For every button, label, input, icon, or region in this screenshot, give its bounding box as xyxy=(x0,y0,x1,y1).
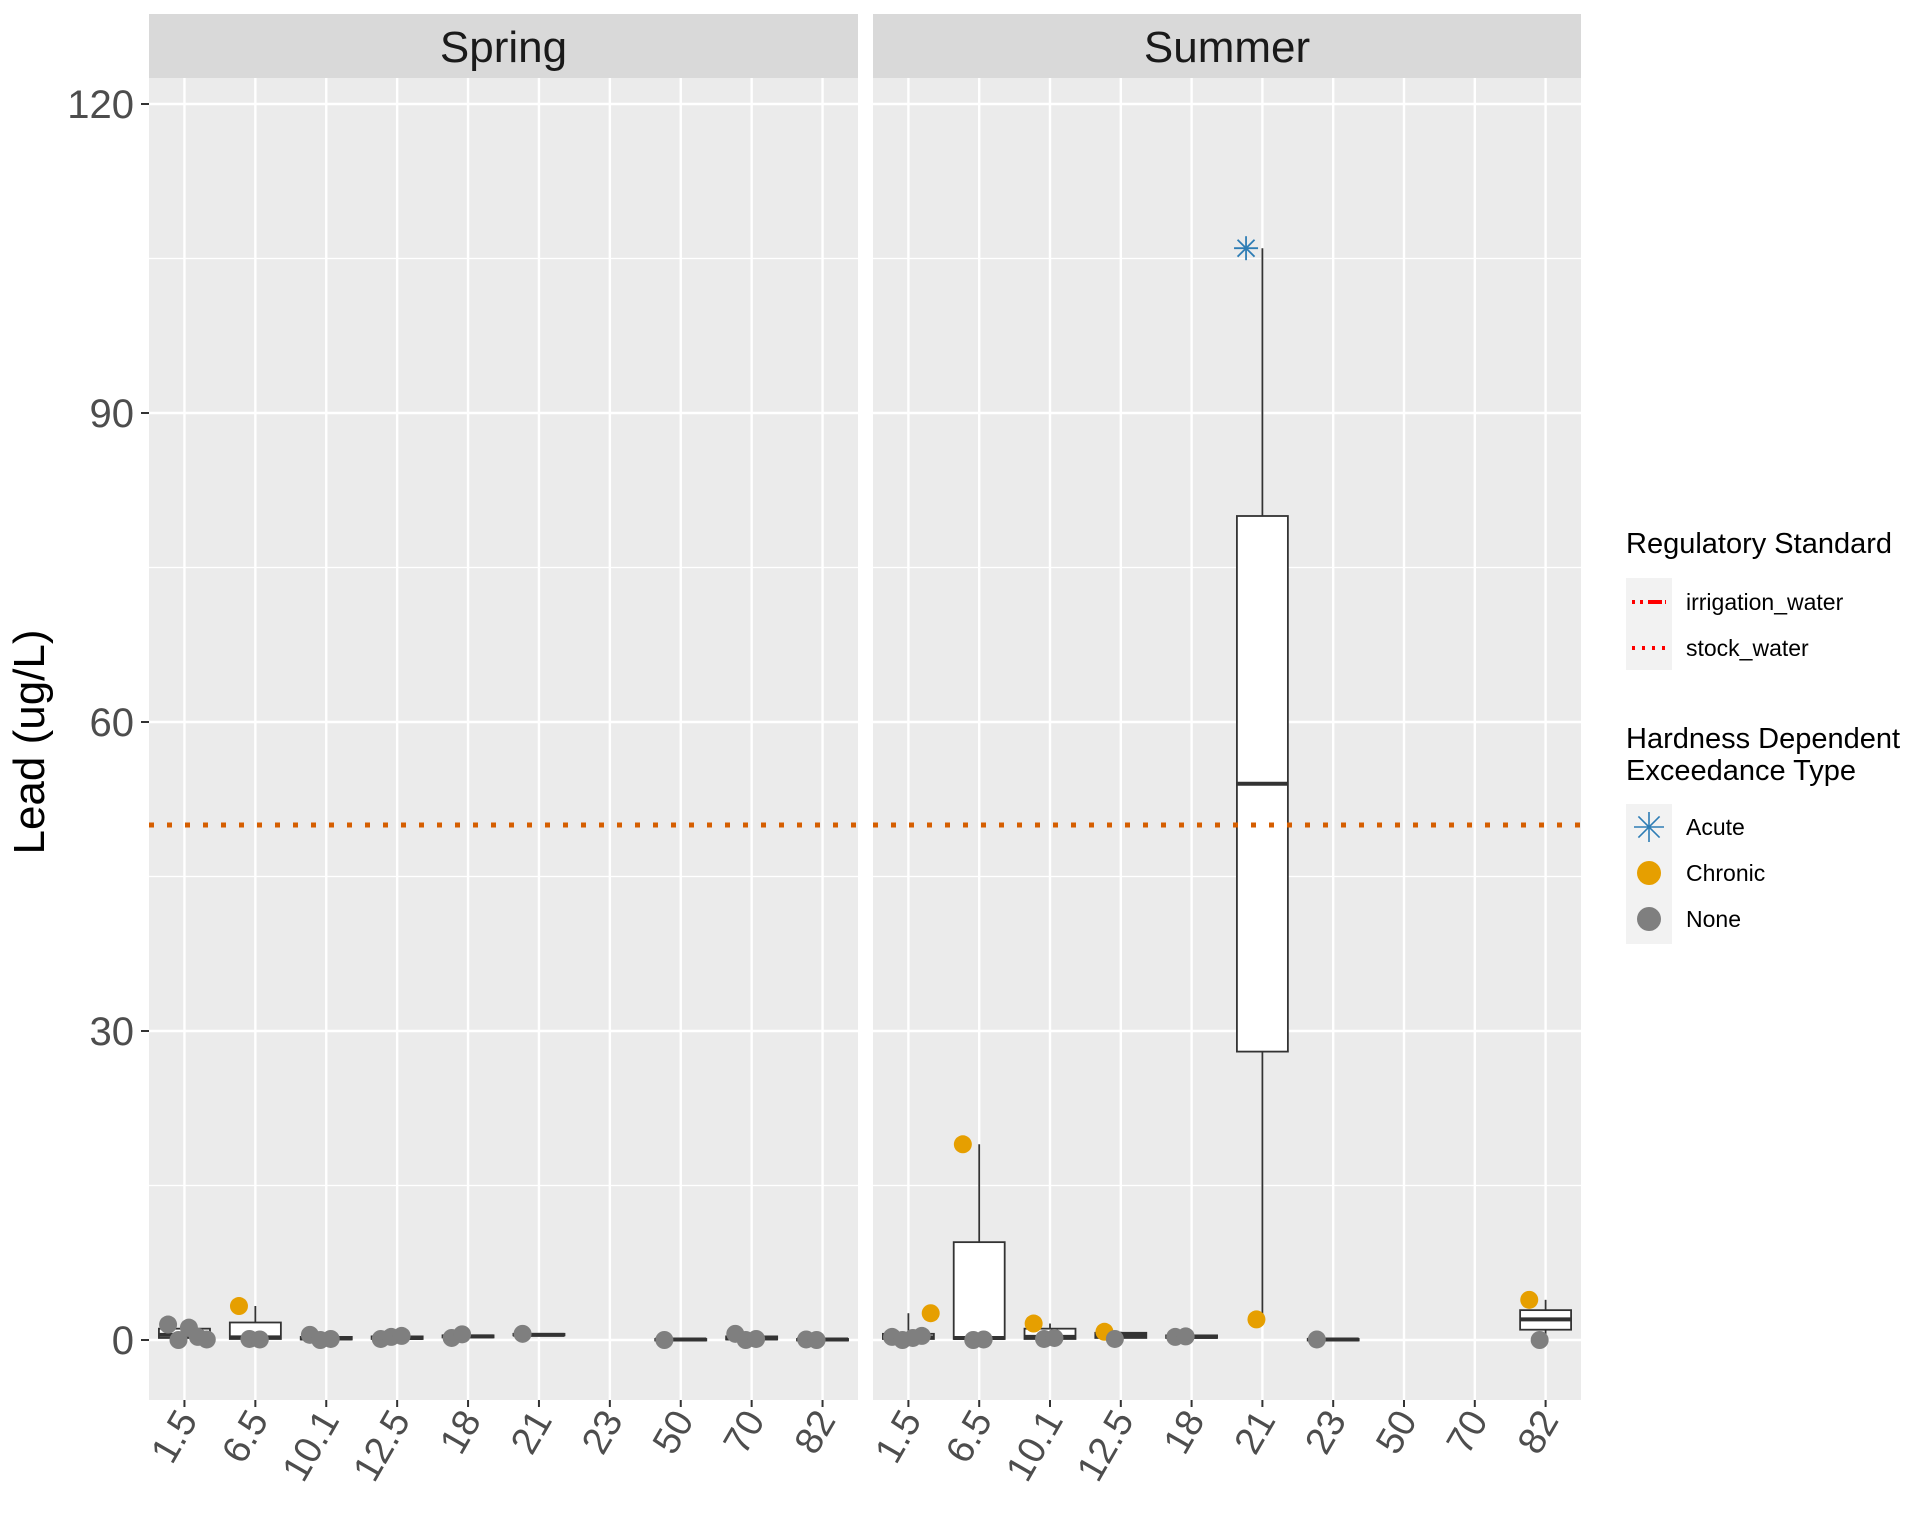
legend-label: None xyxy=(1686,906,1741,932)
legend: Regulatory Standard irrigation_waterstoc… xyxy=(1626,528,1900,944)
point-none xyxy=(1530,1331,1549,1349)
point-acute xyxy=(1234,236,1259,261)
point-none xyxy=(974,1330,993,1349)
point-chronic xyxy=(1024,1314,1043,1333)
point-none xyxy=(169,1331,188,1349)
point-none xyxy=(1307,1330,1326,1349)
box-6.5 xyxy=(952,1144,1006,1340)
box-21 xyxy=(1236,248,1289,1320)
legend-label: Chronic xyxy=(1686,860,1765,886)
legend-regulatory-items: irrigation_water stock_water xyxy=(1632,589,1844,661)
point-acute-stroke xyxy=(1236,239,1256,258)
point-chronic xyxy=(1520,1290,1539,1309)
point-chronic xyxy=(229,1297,248,1316)
point-none xyxy=(655,1331,674,1349)
legend-title-regulatory: Regulatory Standard xyxy=(1626,528,1892,560)
facet-strip xyxy=(149,14,858,78)
legend-item-none: None xyxy=(1637,906,1741,932)
point-none xyxy=(453,1325,472,1344)
legend-title-exceedance-line1: Hardness Dependent xyxy=(1626,723,1900,755)
legend-label: irrigation_water xyxy=(1686,589,1844,615)
legend-key-circle xyxy=(1637,907,1661,931)
point-none xyxy=(159,1315,178,1334)
y-tick-label: 120 xyxy=(67,83,134,127)
panel-background xyxy=(873,78,1581,1400)
point-none xyxy=(747,1329,766,1348)
point-none xyxy=(1105,1329,1124,1348)
legend-key-background-regulatory xyxy=(1626,578,1672,670)
y-tick-label: 90 xyxy=(90,392,135,436)
point-chronic xyxy=(1247,1310,1266,1329)
point-chronic xyxy=(921,1304,940,1323)
y-tick-label: 0 xyxy=(112,1319,134,1363)
legend-item-irrigation_water: irrigation_water xyxy=(1632,589,1844,615)
facet-strip-label: Summer xyxy=(1144,23,1310,72)
legend-key-circle xyxy=(1637,861,1661,885)
point-chronic xyxy=(953,1135,972,1154)
y-tick-label: 60 xyxy=(90,701,135,745)
point-none xyxy=(392,1326,411,1345)
point-none xyxy=(250,1330,269,1349)
legend-label: stock_water xyxy=(1686,635,1809,661)
point-none xyxy=(912,1326,931,1345)
legend-title-exceedance-line2: Exceedance Type xyxy=(1626,755,1856,787)
legend-item-stock_water: stock_water xyxy=(1632,635,1809,661)
legend-item-chronic: Chronic xyxy=(1637,860,1765,886)
legend-label: Acute xyxy=(1686,814,1745,840)
y-tick-label: 30 xyxy=(90,1010,135,1054)
point-none xyxy=(197,1330,216,1349)
box-body xyxy=(952,1241,1006,1340)
facet-strip xyxy=(873,14,1581,78)
box-82 xyxy=(1519,1299,1572,1340)
point-none xyxy=(1045,1328,1064,1347)
y-axis: 0 30 60 90 120 xyxy=(67,83,149,1363)
point-none xyxy=(321,1329,340,1348)
y-axis-title: Lead (ug/L) xyxy=(5,629,54,854)
panel-background xyxy=(149,78,858,1400)
legend-item-acute: Acute xyxy=(1634,812,1745,842)
legend-key-asterisk xyxy=(1637,815,1661,839)
legend-exceedance-items: Acute Chronic None xyxy=(1634,812,1765,932)
point-none xyxy=(513,1324,532,1343)
facet-strip-label: Spring xyxy=(440,23,567,72)
point-none xyxy=(1176,1327,1195,1346)
point-none xyxy=(807,1331,826,1349)
